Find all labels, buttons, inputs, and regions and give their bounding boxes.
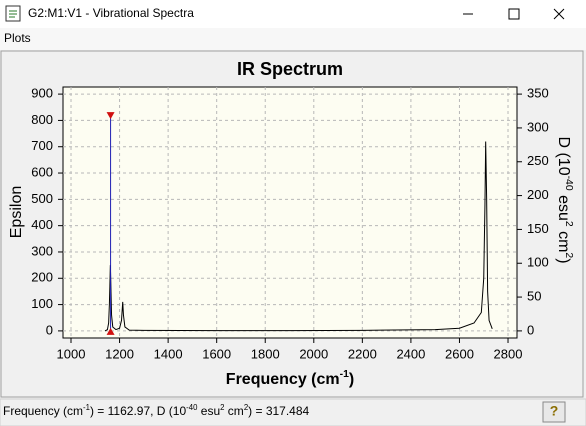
app-icon-lines [9,10,17,18]
help-button[interactable] [542,401,566,423]
x-tick-label: 1000 [57,346,86,361]
text-part: ) = [248,404,266,418]
close-button[interactable] [553,8,565,20]
y-tick-label: 500 [31,191,53,206]
menu-item[interactable]: Plots [4,31,31,45]
chart-title: IR Spectrum [237,59,343,79]
text-part: Frequency (cm [3,404,83,418]
x-axis-label: Frequency (cm-1) [226,369,354,388]
superscript: 2 [220,403,224,412]
text-part: esu [197,404,220,418]
y-tick-label: 400 [31,217,53,232]
y2-tick-label: 200 [527,187,549,202]
y-tick-label: 0 [46,322,53,337]
superscript: -40 [563,176,574,191]
y2-tick-label: 150 [527,221,549,236]
superscript: -40 [186,403,198,412]
x-tick-label: 2400 [396,346,425,361]
text-part: , D (10 [150,404,186,418]
x-tick-label: 1200 [105,346,134,361]
window-title: G2:M1:V1 - Vibrational Spectra [28,6,194,20]
y-tick-label: 800 [31,112,53,127]
title-bar [0,0,586,28]
x-tick-label: 2600 [445,346,474,361]
y-tick-label: 700 [31,138,53,153]
status-text: Frequency (cm-1) = 1162.97, D (10-40 esu… [3,403,310,419]
y-tick-label: 100 [31,296,53,311]
superscript: -1 [83,403,90,412]
y2-tick-label: 250 [527,153,549,168]
superscript: 2 [563,221,574,227]
text-part: cm [555,227,572,253]
maximize-button[interactable] [508,8,520,20]
plot-area [62,86,518,339]
superscript: -1 [340,369,349,380]
help-icon: ? [550,403,559,419]
y-tick-label: 600 [31,164,53,179]
text-part: 1162.97 [108,404,151,418]
text-part: cm [224,404,243,418]
text-part: D (10 [555,136,572,175]
x-tick-label: 1600 [202,346,231,361]
x-tick-label: 2800 [494,346,523,361]
superscript: 2 [563,252,574,258]
stick-marker-top [106,112,115,120]
y2-tick-label: 300 [527,119,549,134]
stick-marker-bottom [106,327,115,335]
y2-tick-label: 350 [527,86,549,101]
y-axis-label: Epsilon [8,186,25,238]
menu-bar [0,28,586,50]
y-tick-label: 200 [31,270,53,285]
text-part: Frequency (cm [226,371,340,388]
y2-tick-label: 0 [527,322,534,337]
x-tick-label: 2000 [299,346,328,361]
text-part: 317.484 [266,404,310,418]
y-tick-label: 300 [31,243,53,258]
superscript: 2 [244,403,248,412]
y2-axis-label: D (10-40 esu2 cm2) [555,136,574,263]
y-tick-label: 900 [31,86,53,101]
status-bar [0,398,586,426]
x-tick-label: 2200 [348,346,377,361]
text-part: ) [555,258,572,263]
x-tick-label: 1800 [251,346,280,361]
y2-tick-label: 100 [527,255,549,270]
text-part: esu [555,191,572,221]
text-part: ) [349,371,354,388]
y2-tick-label: 50 [527,289,541,304]
x-tick-label: 1400 [154,346,183,361]
text-part: ) = [90,404,108,418]
